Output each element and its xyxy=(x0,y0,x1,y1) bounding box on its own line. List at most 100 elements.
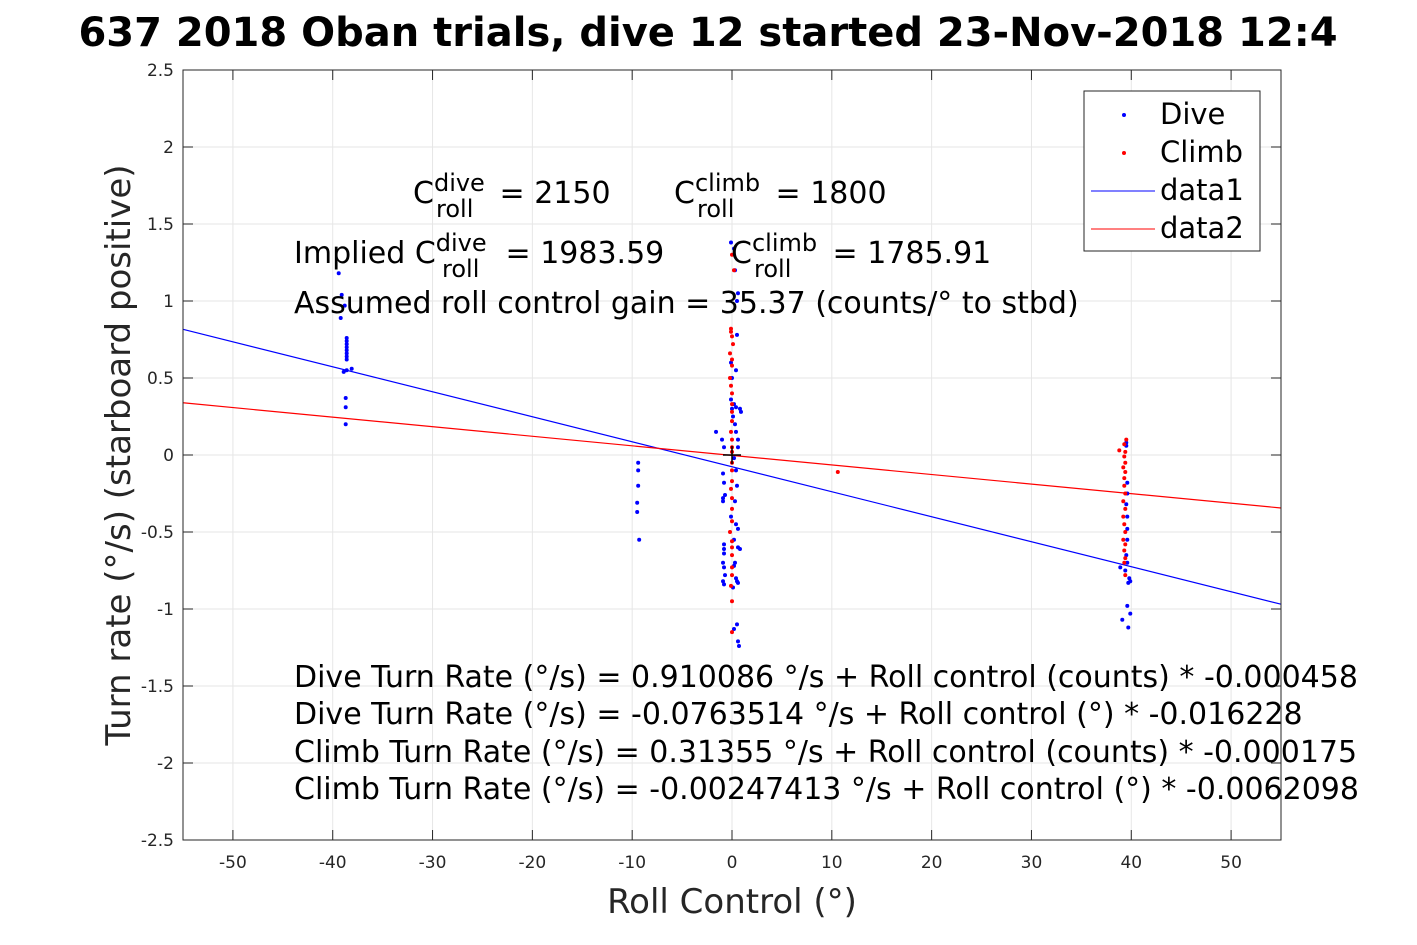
c-roll-dive-base: C xyxy=(413,176,434,211)
y-tick-label: -1.5 xyxy=(141,677,174,697)
dive-point xyxy=(1126,580,1131,585)
dive-point xyxy=(735,639,740,644)
dive-point xyxy=(1125,537,1130,542)
dive-point xyxy=(1124,553,1129,558)
dive-point xyxy=(1125,603,1130,608)
c-roll-dive-sup: dive xyxy=(434,169,485,197)
climb-point xyxy=(730,553,734,558)
c-roll-climb-value: = 1800 xyxy=(766,176,887,211)
legend-data1-label: data1 xyxy=(1160,173,1244,207)
dive-point xyxy=(736,643,741,648)
y-tick-label: -0.5 xyxy=(141,523,174,543)
dive-point xyxy=(636,460,641,465)
x-tick-label: -40 xyxy=(319,853,347,873)
climb-point xyxy=(1122,548,1127,553)
climb-point xyxy=(1117,448,1122,453)
dive-point xyxy=(735,291,740,296)
climb-point xyxy=(729,429,734,434)
climb-point xyxy=(1123,491,1128,496)
dive-point xyxy=(344,335,349,340)
legend-data2-label: data2 xyxy=(1160,211,1244,245)
dive-point xyxy=(729,360,734,365)
climb-point xyxy=(730,252,734,257)
climb-point xyxy=(1123,460,1128,465)
legend: Dive Climb data1 data2 xyxy=(1083,90,1261,252)
dive-point xyxy=(344,342,349,347)
dive-point xyxy=(731,456,736,461)
implied-dive-annotation: Implied Cdive roll = 1983.59 xyxy=(294,229,664,283)
climb-point xyxy=(730,468,734,473)
y-tick-label: 0 xyxy=(163,446,174,466)
climb-point xyxy=(1123,449,1128,454)
implied-dive-prefix: Implied C xyxy=(294,236,436,271)
climb-point xyxy=(728,530,733,534)
dive-counts-equation: Dive Turn Rate (°/s) = 0.910086 °/s + Ro… xyxy=(294,660,1358,695)
dive-point xyxy=(341,369,346,374)
dive-point xyxy=(336,271,341,276)
dive-point xyxy=(349,366,354,371)
dive-point xyxy=(1118,565,1123,570)
chart-title: 637 2018 Oban trials, dive 12 started 23… xyxy=(78,10,1337,56)
dive-point xyxy=(344,339,349,344)
x-tick-label: -30 xyxy=(419,853,447,873)
dive-point xyxy=(344,354,349,359)
y-tick-label: -1 xyxy=(157,600,174,620)
dive-point xyxy=(1125,526,1130,531)
dive-point xyxy=(721,499,726,504)
y-tick-label: 0.5 xyxy=(147,369,174,389)
dive-point xyxy=(342,303,347,308)
x-tick-label: 20 xyxy=(921,853,943,873)
c-roll-dive-value: = 2150 xyxy=(490,176,611,211)
dive-point xyxy=(344,357,349,362)
climb-point xyxy=(1123,556,1128,561)
dive-point xyxy=(735,445,740,450)
climb-point xyxy=(1123,506,1128,511)
climb-degrees-equation: Climb Turn Rate (°/s) = -0.00247413 °/s … xyxy=(294,772,1359,807)
climb-point xyxy=(835,469,840,474)
x-tick-label: 30 xyxy=(1021,853,1043,873)
climb-point xyxy=(730,496,734,501)
climb-point xyxy=(728,376,733,380)
climb-point xyxy=(730,545,734,550)
c-roll-climb-sub: roll xyxy=(697,195,734,223)
center-mark xyxy=(723,446,741,464)
dive-point xyxy=(735,580,740,585)
x-tick-label: -10 xyxy=(618,853,646,873)
dive-point xyxy=(344,348,349,353)
c-roll-dive-annotation: Cdive roll = 2150 xyxy=(413,169,611,223)
climb-point xyxy=(1121,499,1126,504)
dive-point xyxy=(734,299,739,303)
climb-point xyxy=(730,599,734,604)
climb-point xyxy=(1123,573,1128,578)
dive-point xyxy=(637,537,642,542)
climb-point xyxy=(730,519,734,524)
dive-point xyxy=(343,422,348,427)
legend-dive-label: Dive xyxy=(1160,97,1225,131)
legend-dive-marker xyxy=(1122,113,1126,117)
dive-point xyxy=(714,429,719,434)
climb-point xyxy=(730,419,734,424)
y-axis-label: Turn rate (°/s) (starboard positive) xyxy=(99,164,139,746)
dive-point xyxy=(723,573,728,578)
implied-climb-sub: roll xyxy=(754,255,791,283)
dive-point xyxy=(1125,560,1130,565)
climb-point xyxy=(730,342,735,347)
y-tick-label: 1.5 xyxy=(147,215,174,235)
dive-point xyxy=(733,405,738,410)
data-points xyxy=(336,240,1133,648)
climb-point xyxy=(730,630,734,635)
climb-counts-equation: Climb Turn Rate (°/s) = 0.31355 °/s + Ro… xyxy=(294,735,1357,770)
climb-point xyxy=(1122,454,1127,459)
dive-point xyxy=(722,546,727,551)
roll-gain-annotation: Assumed roll control gain = 35.37 (count… xyxy=(294,286,1079,321)
dive-point xyxy=(735,526,740,531)
dive-point xyxy=(1123,568,1128,573)
climb-point xyxy=(1122,560,1127,565)
climb-point xyxy=(729,383,734,388)
tick-marks xyxy=(183,69,1281,841)
climb-point xyxy=(1121,514,1126,519)
dive-point xyxy=(731,246,736,251)
c-roll-climb-annotation: Cclimb roll = 1800 xyxy=(674,169,887,223)
dive-point xyxy=(344,345,349,350)
implied-dive-sub: roll xyxy=(442,255,479,283)
